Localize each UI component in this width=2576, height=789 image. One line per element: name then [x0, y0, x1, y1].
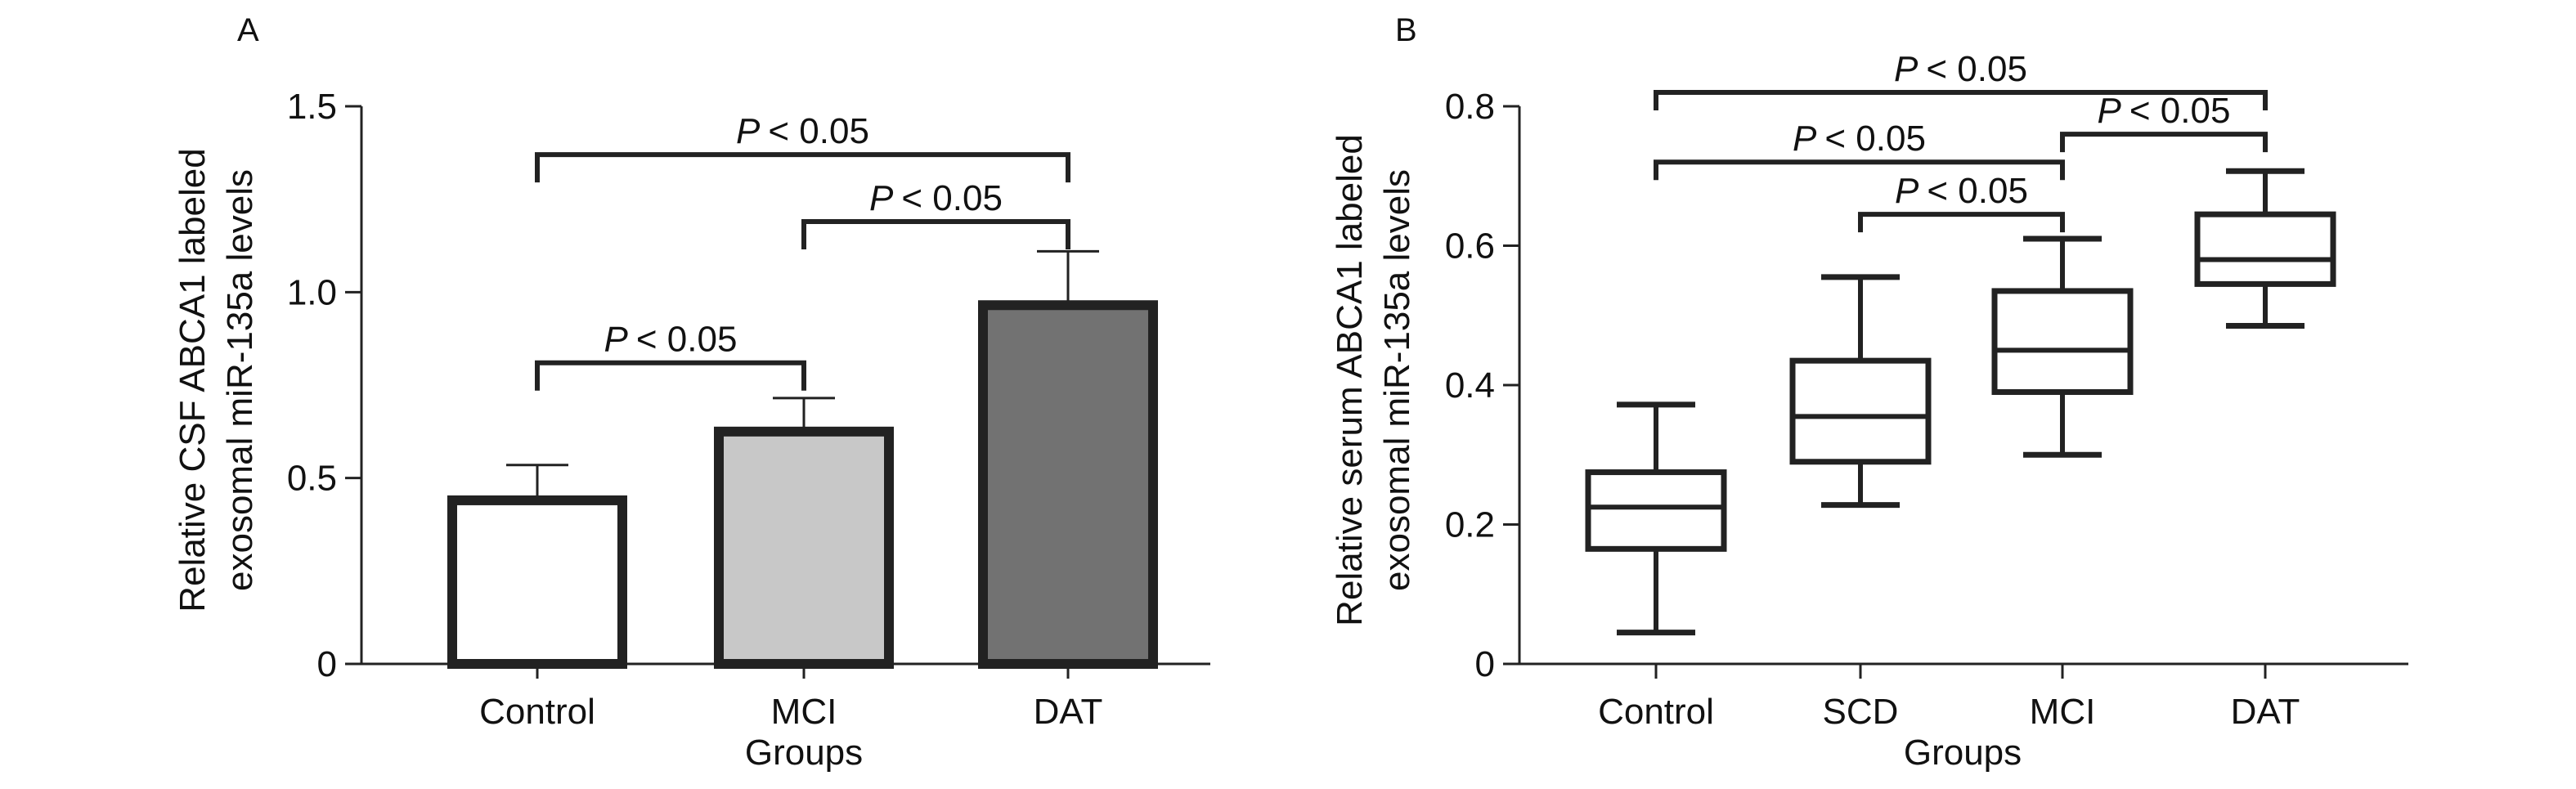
significance-label: P < 0.05	[604, 320, 738, 360]
y-tick-label: 1.5	[287, 87, 337, 127]
panel-label-a: A	[237, 12, 259, 48]
x-tick-label: SCD	[1823, 692, 1899, 732]
y-tick-label: 0	[317, 644, 337, 684]
significance-bracket	[2060, 132, 2268, 153]
significance-bracket	[1654, 159, 2065, 181]
x-axis-title: Groups	[745, 733, 863, 773]
x-axis-title: Groups	[1904, 733, 2022, 773]
significance-bracket	[1858, 212, 2065, 233]
significance-label: P < 0.05	[736, 111, 869, 151]
x-tick-label: MCI	[2030, 692, 2096, 732]
bar-mci	[714, 426, 894, 669]
x-tick-label: DAT	[1034, 692, 1103, 732]
significance-value: < 0.05	[1927, 171, 2028, 211]
y-tick-label: 1.0	[287, 272, 337, 312]
significance-value: < 0.05	[901, 178, 1003, 218]
x-tick-label: MCI	[771, 692, 837, 732]
panel-label-b: B	[1395, 12, 1417, 48]
y-axis-title-line: Relative serum ABCA1 labeled	[1330, 134, 1370, 626]
significance-p: P	[1894, 49, 1919, 89]
y-axis-title: Relative serum ABCA1 labeled exosomal miR…	[1330, 134, 1417, 626]
significance-value: < 0.05	[2129, 91, 2231, 131]
box-scd	[1789, 357, 1932, 465]
significance-p: P	[604, 320, 629, 360]
significance-p: P	[1793, 119, 1817, 159]
significance-value: < 0.05	[1926, 49, 2027, 89]
y-tick-label: 0.6	[1445, 226, 1495, 267]
significance-label: P < 0.05	[1895, 171, 2028, 211]
box-dat	[2194, 211, 2336, 287]
significance-label: P < 0.05	[1793, 119, 1926, 159]
x-tick-label: DAT	[2231, 692, 2300, 732]
x-tick-label: Control	[1598, 692, 1714, 732]
bar-dat	[978, 300, 1158, 669]
y-tick-label: 0.5	[287, 459, 337, 499]
y-tick-label: 0	[1475, 644, 1495, 684]
significance-bracket	[801, 218, 1070, 249]
y-tick-label: 0.4	[1445, 365, 1495, 406]
significance-bracket	[535, 360, 806, 391]
significance-value: < 0.05	[636, 320, 738, 360]
y-axis-title: Relative CSF ABCA1 labeled exosomal miR-1…	[173, 148, 260, 612]
box-mci	[1991, 288, 2134, 396]
significance-label: P < 0.05	[1894, 49, 2027, 89]
significance-label: P < 0.05	[869, 178, 1003, 218]
x-tick-label: Control	[479, 692, 595, 732]
significance-label: P < 0.05	[2098, 91, 2231, 131]
y-axis-title-line: Relative CSF ABCA1 labeled	[173, 148, 213, 612]
significance-p: P	[2098, 91, 2122, 131]
bar-control	[447, 495, 627, 669]
significance-value: < 0.05	[768, 111, 869, 151]
y-axis-title-line: exosomal miR-135a levels	[220, 169, 260, 591]
significance-p: P	[869, 178, 894, 218]
significance-p: P	[1895, 171, 1919, 211]
significance-bracket	[535, 152, 1070, 183]
y-tick-label: 0.2	[1445, 505, 1495, 545]
y-axis-title-line: exosomal miR-135a levels	[1377, 169, 1417, 591]
significance-p: P	[736, 111, 761, 151]
significance-value: < 0.05	[1824, 119, 1926, 159]
box-control	[1585, 469, 1727, 552]
y-tick-label: 0.8	[1445, 87, 1495, 127]
significance-bracket	[1654, 89, 2268, 110]
